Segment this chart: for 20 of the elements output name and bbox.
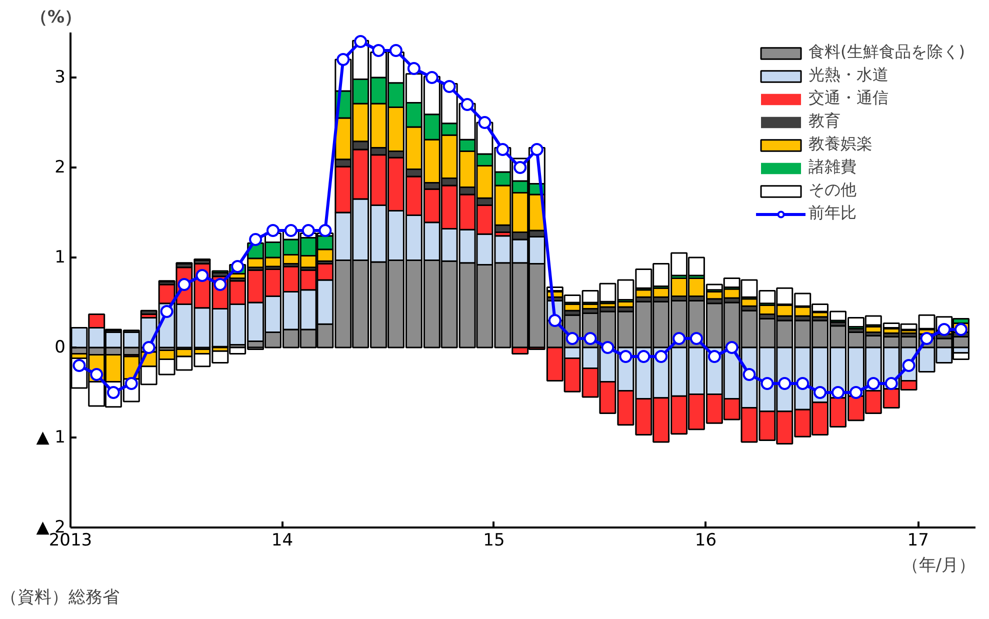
- legend-label: その他: [808, 180, 857, 201]
- x-tick-label: 14: [271, 530, 294, 550]
- y-tick-label: ▲ 1: [36, 428, 66, 448]
- x-tick-label: 17: [907, 530, 929, 550]
- legend-label: 前年比: [808, 203, 857, 224]
- legend-label: 交通・通信: [808, 88, 889, 109]
- y-tick-label: 0: [54, 338, 66, 358]
- y-tick-label: 1: [54, 248, 66, 268]
- y-tick-label: 2: [54, 158, 66, 178]
- legend-label: 教育: [808, 111, 841, 132]
- y-tick-label: 3: [54, 68, 66, 88]
- legend-label: 光熱・水道: [808, 65, 889, 86]
- legend-label: 教養娯楽: [808, 134, 873, 155]
- text: （資料）総務省: [0, 588, 120, 608]
- legend-label: 諸雑費: [808, 157, 857, 178]
- x-tick-label: 16: [694, 530, 717, 550]
- x-tick-label: 15: [483, 530, 505, 550]
- y-axis-title: （%）: [30, 8, 82, 28]
- x-axis-title: （年/月）: [902, 556, 976, 576]
- legend-label: 食料(生鮮食品を除く): [808, 42, 965, 63]
